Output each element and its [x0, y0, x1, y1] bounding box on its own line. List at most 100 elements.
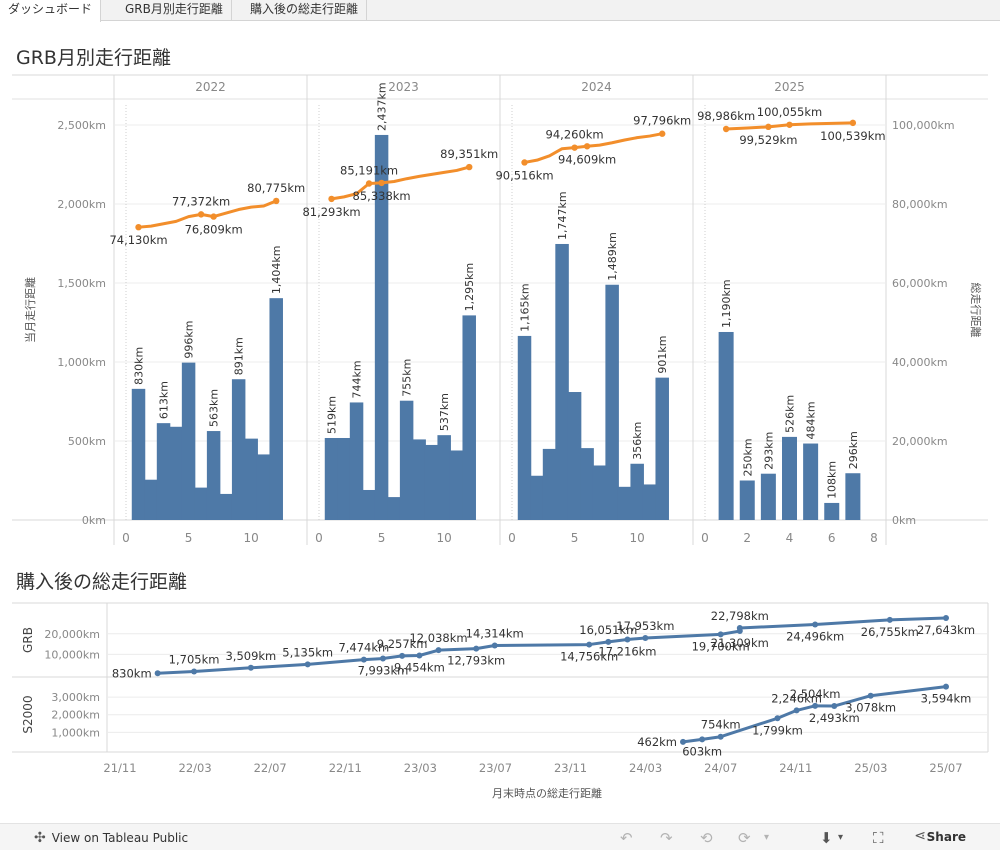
fullscreen-icon[interactable]: ⛶	[873, 829, 884, 847]
line-point	[365, 180, 373, 187]
x-tick-label: 0	[508, 531, 516, 545]
line-point	[867, 692, 874, 699]
line-point	[197, 211, 205, 218]
bar-label: 891km	[233, 337, 246, 375]
line-point	[328, 195, 335, 203]
refresh-dropdown-icon[interactable]: ▾	[764, 832, 770, 843]
line-point	[466, 163, 473, 171]
bar	[256, 454, 271, 520]
bar	[567, 392, 582, 520]
line-label: 94,609km	[558, 152, 616, 166]
tab-dashboard[interactable]: ダッシュボード	[0, 0, 102, 22]
line-point	[717, 733, 724, 740]
bar-label: 2,437km	[376, 82, 389, 131]
y2-tick-label: 20,000km	[892, 435, 948, 448]
bar-label: 901km	[656, 336, 669, 374]
line-label: 100,539km	[820, 129, 885, 143]
refresh-icon[interactable]: ⟳	[738, 829, 751, 847]
x-tick-label: 10	[437, 531, 452, 545]
line-point	[812, 702, 819, 709]
bar	[449, 450, 464, 520]
point-label: 17,953km	[616, 619, 674, 633]
line-point	[774, 715, 781, 722]
bar	[655, 377, 669, 520]
line-point	[583, 143, 591, 150]
line-point	[154, 670, 161, 677]
bar	[349, 402, 364, 520]
point-label: 830km	[112, 666, 152, 680]
x-tick-label: 0	[701, 531, 709, 545]
series-name-label: GRB	[21, 627, 35, 653]
bar-label: 484km	[805, 401, 818, 439]
y2-tick-label: 60,000km	[892, 277, 948, 290]
bar-label: 537km	[438, 393, 451, 431]
line-point	[943, 683, 949, 690]
point-label: 754km	[701, 718, 741, 732]
y2-axis-title: 総走行距離	[969, 283, 983, 338]
bar-label: 613km	[158, 381, 171, 419]
line-point	[831, 703, 838, 710]
x-tick-label: 22/03	[179, 761, 212, 775]
share-icon[interactable]: ⋖	[914, 828, 926, 844]
y-tick-label: 3,000km	[51, 691, 100, 704]
bar	[324, 437, 339, 520]
total-line	[157, 616, 947, 675]
bar	[269, 298, 283, 520]
y-tick-label: 2,000km	[51, 709, 100, 722]
bar	[131, 388, 146, 520]
y-tick-label: 0km	[82, 514, 106, 527]
bar	[718, 331, 734, 520]
tab-total-distance[interactable]: 購入後の総走行距離	[242, 0, 368, 21]
x-tick-label: 23/03	[404, 761, 437, 775]
bar	[206, 431, 221, 520]
line-point	[624, 636, 631, 643]
line-point	[399, 652, 406, 659]
line-point	[642, 634, 649, 641]
point-label: 24,496km	[786, 629, 844, 643]
bar	[194, 487, 208, 520]
tab-grb-monthly[interactable]: GRB月別走行距離	[117, 0, 232, 21]
x-tick-label: 0	[122, 531, 130, 545]
bar	[642, 484, 657, 520]
x-tick-label: 25/07	[929, 761, 962, 775]
bar	[387, 497, 401, 520]
line-point	[659, 130, 666, 137]
download-icon[interactable]: ⬇	[820, 829, 833, 847]
line-point	[304, 661, 311, 668]
point-label: 22,798km	[711, 609, 769, 623]
bar-label: 519km	[326, 396, 339, 434]
line-point	[435, 647, 442, 654]
download-dropdown-icon[interactable]: ▾	[838, 832, 844, 843]
line-label: 94,260km	[546, 128, 604, 142]
x-tick-label: 23/11	[554, 761, 587, 775]
x-axis-title: 月末時点の総走行距離	[492, 786, 602, 800]
line-point	[586, 641, 593, 648]
redo-icon[interactable]: ↷	[660, 829, 673, 847]
bar	[542, 448, 557, 520]
x-tick-label: 5	[378, 531, 386, 545]
x-tick-label: 8	[870, 531, 878, 545]
bar-label: 1,295km	[463, 263, 476, 312]
line-point	[247, 664, 254, 671]
bar	[437, 435, 451, 520]
line-label: 76,809km	[185, 223, 243, 237]
point-label: 21,309km	[711, 636, 769, 650]
monthly-distance-chart: 0km 500km 1,000km 1,500km 2,000km 2,500km 0km 2…	[12, 74, 988, 545]
view-on-tableau-link[interactable]: ✣ View on Tableau Public	[34, 830, 188, 846]
share-button[interactable]: Share	[926, 830, 966, 844]
line-point	[191, 668, 198, 675]
total-distance-chart: GRB 10,000km 20,000km 830km 1,705km 3,509km 5,…	[12, 602, 989, 800]
line-point	[360, 656, 367, 663]
point-label: 3,078km	[845, 701, 896, 715]
bar	[231, 379, 246, 520]
revert-icon[interactable]: ⟲	[700, 829, 713, 847]
point-label: 9,257km	[377, 637, 428, 651]
bar	[424, 444, 439, 520]
line-point	[571, 144, 578, 151]
point-label: 5,135km	[282, 645, 333, 659]
y2-tick-label: 80,000km	[892, 198, 948, 211]
y-tick-label: 1,000km	[51, 726, 100, 739]
bar-label: 996km	[183, 321, 196, 359]
line-point	[273, 197, 280, 205]
undo-icon[interactable]: ↶	[620, 829, 633, 847]
